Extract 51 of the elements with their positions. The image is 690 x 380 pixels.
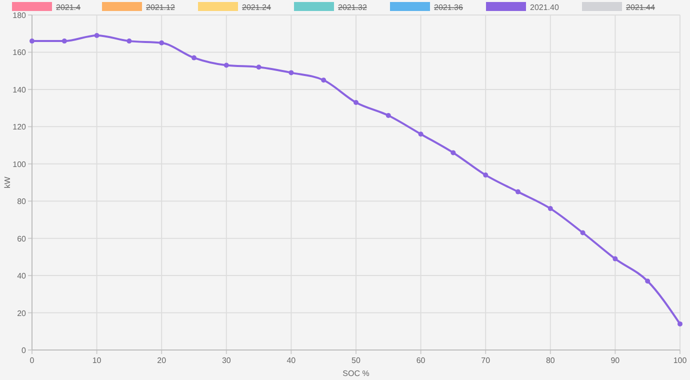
x-tick-label: 100 [673, 356, 688, 365]
point [645, 278, 650, 284]
y-tick-label: 40 [17, 272, 27, 281]
y-tick-label: 20 [17, 308, 27, 318]
y-tick-label: 60 [17, 234, 27, 244]
point [224, 62, 229, 68]
x-tick-label: 40 [286, 356, 296, 365]
point [321, 78, 326, 83]
point [678, 321, 682, 326]
y-tick-label: 80 [17, 197, 27, 206]
point [288, 70, 294, 76]
point [516, 189, 520, 194]
point [30, 38, 34, 44]
point [612, 256, 618, 262]
point [580, 230, 586, 236]
y-tick-label: 120 [12, 122, 27, 132]
legend-label: 2021.24 [242, 3, 272, 12]
x-tick-label: 30 [222, 356, 232, 365]
x-tick-label: 20 [157, 356, 167, 365]
y-axis-title: kW [3, 176, 12, 188]
legend-label: 2021.44 [626, 3, 656, 12]
x-tick-label: 90 [610, 356, 620, 365]
point [126, 38, 132, 44]
legend-label: 2021.4 [56, 3, 82, 12]
x-tick-label: 50 [352, 356, 361, 365]
y-tick-label: 160 [12, 48, 27, 58]
x-tick-label: 80 [546, 356, 556, 365]
point [483, 172, 488, 178]
legend-label: 2021.40 [530, 3, 560, 12]
x-axis-title: SOC % [342, 369, 370, 378]
point [418, 132, 424, 137]
point [548, 206, 553, 212]
y-tick-label: 180 [12, 11, 27, 20]
x-tick-label: 10 [92, 356, 102, 365]
legend-label: 2021.12 [146, 3, 176, 12]
point [159, 40, 164, 46]
point [94, 32, 100, 38]
legend-label: 2021.32 [338, 3, 368, 12]
x-tick-label: 70 [481, 356, 491, 365]
y-tick-label: 100 [12, 160, 27, 169]
x-tick-label: 0 [30, 356, 35, 365]
point [62, 38, 67, 44]
point [450, 150, 456, 156]
x-tick-label: 60 [416, 356, 426, 365]
y-tick-label: 0 [22, 346, 27, 355]
legend-label: 2021.36 [434, 3, 464, 12]
y-tick-label: 140 [12, 85, 27, 94]
point [386, 113, 391, 118]
point [192, 55, 196, 60]
point [354, 100, 358, 105]
point [256, 64, 262, 70]
